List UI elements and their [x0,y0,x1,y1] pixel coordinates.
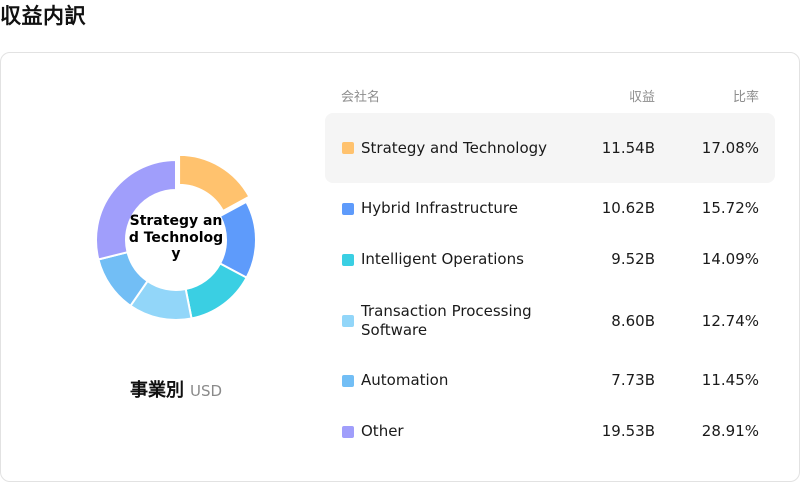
table-row[interactable]: Automation 7.73B 11.45% [325,360,775,401]
row-revenue: 8.60B [611,312,655,330]
donut-slice[interactable] [178,153,251,213]
legend-swatch [342,254,354,266]
row-ratio: 12.74% [701,312,759,330]
row-revenue: 19.53B [601,422,655,440]
donut-slice[interactable] [95,158,177,261]
donut-center-label: Strategy and Technology [128,213,224,262]
table-header: 会社名 収益 比率 [325,86,775,106]
row-ratio: 15.72% [701,199,759,217]
row-revenue: 11.54B [601,139,655,157]
chart-caption-unit: USD [189,382,223,400]
row-revenue: 10.62B [601,199,655,217]
table-row[interactable]: Transaction Processing Software 8.60B 12.7… [325,290,775,352]
chart-caption-title: 事業別 [129,380,184,401]
table-row[interactable]: Intelligent Operations 9.52B 14.09% [325,239,775,280]
page-title: 収益内訳 [0,4,86,28]
header-company: 会社名 [341,90,381,105]
legend-swatch [342,142,354,154]
table-row[interactable]: Hybrid Infrastructure 10.62B 15.72% [325,188,775,229]
header-ratio: 比率 [732,90,759,105]
row-revenue: 9.52B [611,250,655,268]
donut-chart[interactable]: Strategy and Technology [95,153,257,326]
row-revenue: 7.73B [611,371,655,389]
row-ratio: 28.91% [701,422,759,440]
legend-swatch [342,315,354,327]
donut-slice[interactable] [184,262,248,320]
legend-swatch [342,426,354,438]
legend-swatch [342,203,354,215]
row-company-name: Hybrid Infrastructure [361,199,518,217]
table-row[interactable]: Other 19.53B 28.91% [325,411,775,452]
row-company-name: Other [361,422,404,440]
chart-caption: 事業別 USD [1,376,351,402]
header-revenue: 収益 [628,90,655,105]
revenue-breakdown-card: Strategy and Technology 事業別 USD 会社名 収益 比率… [0,52,800,482]
table-row[interactable]: Strategy and Technology 11.54B 17.08% [325,113,775,183]
row-company-name: Strategy and Technology [361,139,548,157]
row-company-name: Automation [361,371,449,389]
row-ratio: 17.08% [701,139,759,157]
row-company-name: Transaction Processing Software [361,302,532,339]
donut-chart-svg [95,153,257,321]
legend-swatch [342,375,354,387]
row-company-name: Intelligent Operations [361,250,524,268]
row-ratio: 14.09% [701,250,759,268]
row-ratio: 11.45% [701,371,759,389]
